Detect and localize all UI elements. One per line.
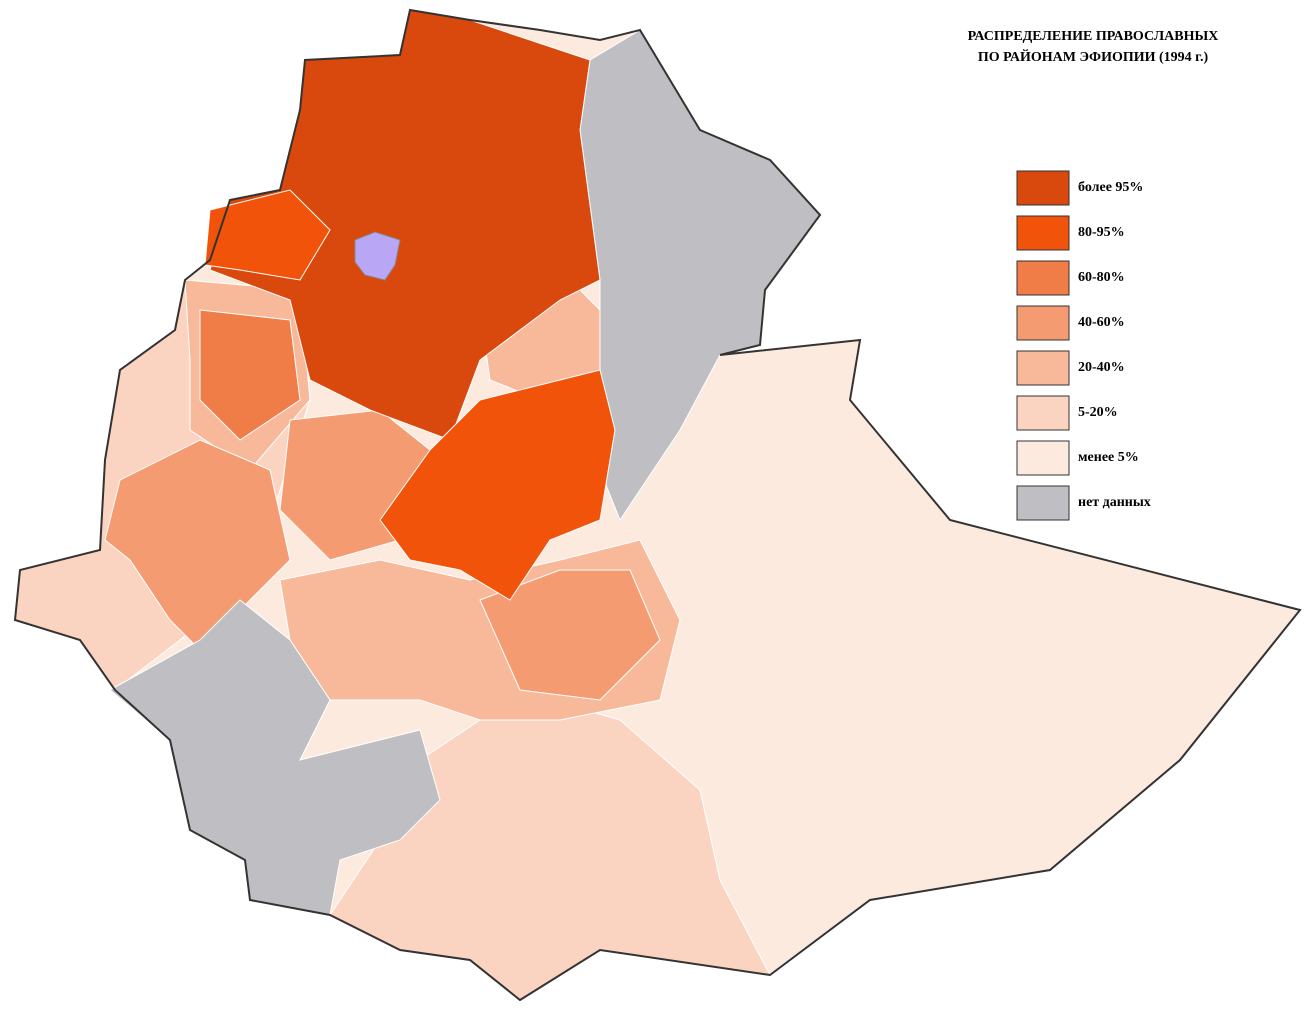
outline [13, 8, 1302, 1002]
legend-swatch [1016, 395, 1070, 431]
legend-label: 60-80% [1078, 270, 1125, 285]
region [199, 309, 301, 441]
title: РАСПРЕДЕЛЕНИЕ ПРАВОСЛАВНЫХ [968, 29, 1219, 44]
legend-label: менее 5% [1078, 450, 1139, 465]
legend-swatch [1016, 305, 1070, 341]
regions [14, 9, 1301, 1001]
legend-label: 5-20% [1078, 405, 1118, 420]
legend-swatch [1016, 215, 1070, 251]
legend-swatch [1016, 170, 1070, 206]
legend-swatch [1016, 350, 1070, 386]
legend-label: нет данных [1078, 495, 1151, 510]
legend: более 95% 80-95% 60-80% 40-60% 20-40% 5-20% ме… [1016, 170, 1151, 521]
legend-swatch [1016, 260, 1070, 296]
title: ПО РАЙОНАМ ЭФИОПИИ (1994 г.) [978, 48, 1209, 65]
legend-label: 20-40% [1078, 360, 1125, 375]
legend-swatch [1016, 485, 1070, 521]
legend-label: 80-95% [1078, 225, 1125, 240]
legend-swatch [1016, 440, 1070, 476]
region [479, 569, 661, 701]
region [379, 369, 616, 601]
lake [354, 231, 401, 281]
legend-label: 40-60% [1078, 315, 1125, 330]
legend-label: более 95% [1078, 180, 1143, 195]
